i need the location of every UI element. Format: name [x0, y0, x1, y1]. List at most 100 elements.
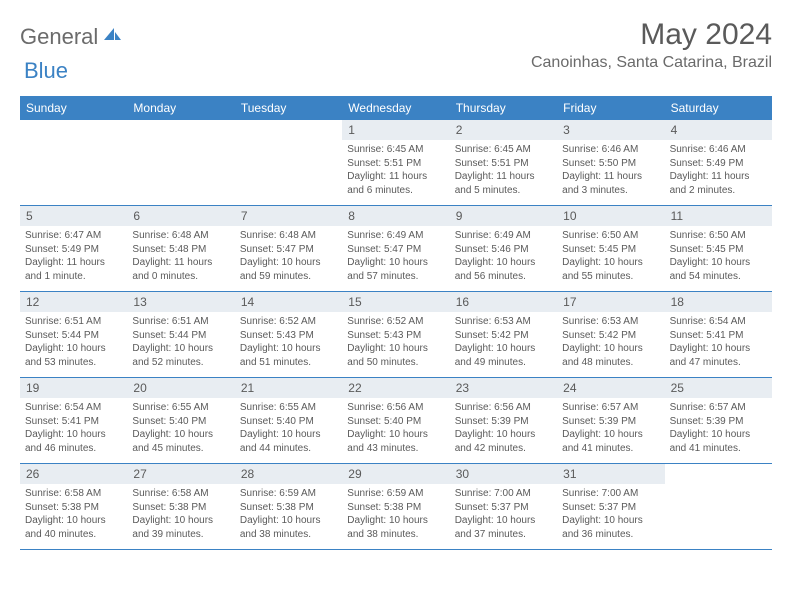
day-number: 17: [557, 292, 664, 312]
day-number: [127, 120, 234, 140]
day-number: 1: [342, 120, 449, 140]
calendar-grid: SundayMondayTuesdayWednesdayThursdayFrid…: [20, 96, 772, 550]
day-details: Sunrise: 6:54 AMSunset: 5:41 PMDaylight:…: [20, 398, 127, 460]
week-row: 26Sunrise: 6:58 AMSunset: 5:38 PMDayligh…: [20, 464, 772, 550]
weeks-container: 1Sunrise: 6:45 AMSunset: 5:51 PMDaylight…: [20, 120, 772, 550]
day-number: [665, 464, 772, 484]
day-details: Sunrise: 6:52 AMSunset: 5:43 PMDaylight:…: [235, 312, 342, 374]
day-details: Sunrise: 7:00 AMSunset: 5:37 PMDaylight:…: [557, 484, 664, 546]
day-cell: 23Sunrise: 6:56 AMSunset: 5:39 PMDayligh…: [450, 378, 557, 463]
day-cell: 4Sunrise: 6:46 AMSunset: 5:49 PMDaylight…: [665, 120, 772, 205]
day-cell: 20Sunrise: 6:55 AMSunset: 5:40 PMDayligh…: [127, 378, 234, 463]
day-details: Sunrise: 6:56 AMSunset: 5:40 PMDaylight:…: [342, 398, 449, 460]
week-row: 1Sunrise: 6:45 AMSunset: 5:51 PMDaylight…: [20, 120, 772, 206]
day-number: 26: [20, 464, 127, 484]
day-number: 19: [20, 378, 127, 398]
week-row: 5Sunrise: 6:47 AMSunset: 5:49 PMDaylight…: [20, 206, 772, 292]
day-number: 18: [665, 292, 772, 312]
day-number: 3: [557, 120, 664, 140]
day-number: 2: [450, 120, 557, 140]
day-number: [235, 120, 342, 140]
day-number: 15: [342, 292, 449, 312]
day-number: 4: [665, 120, 772, 140]
day-cell: [20, 120, 127, 205]
day-cell: 29Sunrise: 6:59 AMSunset: 5:38 PMDayligh…: [342, 464, 449, 549]
day-details: Sunrise: 6:45 AMSunset: 5:51 PMDaylight:…: [450, 140, 557, 202]
day-cell: 13Sunrise: 6:51 AMSunset: 5:44 PMDayligh…: [127, 292, 234, 377]
day-details: Sunrise: 6:55 AMSunset: 5:40 PMDaylight:…: [127, 398, 234, 460]
day-number: 27: [127, 464, 234, 484]
day-cell: 31Sunrise: 7:00 AMSunset: 5:37 PMDayligh…: [557, 464, 664, 549]
day-details: Sunrise: 6:57 AMSunset: 5:39 PMDaylight:…: [557, 398, 664, 460]
logo-text-gray: General: [20, 24, 98, 50]
day-details: Sunrise: 6:46 AMSunset: 5:49 PMDaylight:…: [665, 140, 772, 202]
day-details: Sunrise: 6:59 AMSunset: 5:38 PMDaylight:…: [342, 484, 449, 546]
day-details: Sunrise: 6:46 AMSunset: 5:50 PMDaylight:…: [557, 140, 664, 202]
day-number: 22: [342, 378, 449, 398]
day-cell: 6Sunrise: 6:48 AMSunset: 5:48 PMDaylight…: [127, 206, 234, 291]
day-cell: 26Sunrise: 6:58 AMSunset: 5:38 PMDayligh…: [20, 464, 127, 549]
title-block: May 2024 Canoinhas, Santa Catarina, Braz…: [531, 18, 772, 72]
day-details: Sunrise: 6:47 AMSunset: 5:49 PMDaylight:…: [20, 226, 127, 288]
day-details: Sunrise: 6:54 AMSunset: 5:41 PMDaylight:…: [665, 312, 772, 374]
day-details: Sunrise: 6:48 AMSunset: 5:48 PMDaylight:…: [127, 226, 234, 288]
day-cell: 28Sunrise: 6:59 AMSunset: 5:38 PMDayligh…: [235, 464, 342, 549]
day-headers-row: SundayMondayTuesdayWednesdayThursdayFrid…: [20, 96, 772, 120]
day-cell: 7Sunrise: 6:48 AMSunset: 5:47 PMDaylight…: [235, 206, 342, 291]
day-number: 31: [557, 464, 664, 484]
day-cell: 12Sunrise: 6:51 AMSunset: 5:44 PMDayligh…: [20, 292, 127, 377]
day-number: 9: [450, 206, 557, 226]
week-row: 19Sunrise: 6:54 AMSunset: 5:41 PMDayligh…: [20, 378, 772, 464]
day-details: Sunrise: 6:53 AMSunset: 5:42 PMDaylight:…: [557, 312, 664, 374]
day-details: Sunrise: 6:45 AMSunset: 5:51 PMDaylight:…: [342, 140, 449, 202]
day-header-saturday: Saturday: [665, 96, 772, 120]
day-number: 8: [342, 206, 449, 226]
day-header-monday: Monday: [127, 96, 234, 120]
day-number: 5: [20, 206, 127, 226]
day-cell: 9Sunrise: 6:49 AMSunset: 5:46 PMDaylight…: [450, 206, 557, 291]
day-cell: 27Sunrise: 6:58 AMSunset: 5:38 PMDayligh…: [127, 464, 234, 549]
day-number: 7: [235, 206, 342, 226]
week-row: 12Sunrise: 6:51 AMSunset: 5:44 PMDayligh…: [20, 292, 772, 378]
day-number: 14: [235, 292, 342, 312]
day-details: Sunrise: 6:55 AMSunset: 5:40 PMDaylight:…: [235, 398, 342, 460]
day-cell: 1Sunrise: 6:45 AMSunset: 5:51 PMDaylight…: [342, 120, 449, 205]
day-header-wednesday: Wednesday: [342, 96, 449, 120]
logo: General: [20, 24, 124, 50]
day-number: 25: [665, 378, 772, 398]
day-number: 24: [557, 378, 664, 398]
day-details: Sunrise: 6:49 AMSunset: 5:47 PMDaylight:…: [342, 226, 449, 288]
day-details: Sunrise: 6:50 AMSunset: 5:45 PMDaylight:…: [665, 226, 772, 288]
day-cell: [235, 120, 342, 205]
day-cell: 30Sunrise: 7:00 AMSunset: 5:37 PMDayligh…: [450, 464, 557, 549]
day-details: Sunrise: 7:00 AMSunset: 5:37 PMDaylight:…: [450, 484, 557, 546]
day-number: 10: [557, 206, 664, 226]
day-cell: 15Sunrise: 6:52 AMSunset: 5:43 PMDayligh…: [342, 292, 449, 377]
day-cell: 21Sunrise: 6:55 AMSunset: 5:40 PMDayligh…: [235, 378, 342, 463]
day-details: Sunrise: 6:58 AMSunset: 5:38 PMDaylight:…: [20, 484, 127, 546]
day-details: Sunrise: 6:53 AMSunset: 5:42 PMDaylight:…: [450, 312, 557, 374]
day-cell: 25Sunrise: 6:57 AMSunset: 5:39 PMDayligh…: [665, 378, 772, 463]
month-title: May 2024: [531, 18, 772, 52]
day-number: 21: [235, 378, 342, 398]
day-cell: 16Sunrise: 6:53 AMSunset: 5:42 PMDayligh…: [450, 292, 557, 377]
day-header-friday: Friday: [557, 96, 664, 120]
location-text: Canoinhas, Santa Catarina, Brazil: [531, 54, 772, 72]
day-details: Sunrise: 6:51 AMSunset: 5:44 PMDaylight:…: [20, 312, 127, 374]
calendar-page: General May 2024 Canoinhas, Santa Catari…: [0, 0, 792, 560]
day-number: 28: [235, 464, 342, 484]
day-cell: 5Sunrise: 6:47 AMSunset: 5:49 PMDaylight…: [20, 206, 127, 291]
logo-text-blue: Blue: [24, 58, 68, 84]
day-header-tuesday: Tuesday: [235, 96, 342, 120]
day-number: 20: [127, 378, 234, 398]
day-cell: 11Sunrise: 6:50 AMSunset: 5:45 PMDayligh…: [665, 206, 772, 291]
day-details: Sunrise: 6:48 AMSunset: 5:47 PMDaylight:…: [235, 226, 342, 288]
day-cell: 24Sunrise: 6:57 AMSunset: 5:39 PMDayligh…: [557, 378, 664, 463]
day-cell: 10Sunrise: 6:50 AMSunset: 5:45 PMDayligh…: [557, 206, 664, 291]
day-details: Sunrise: 6:50 AMSunset: 5:45 PMDaylight:…: [557, 226, 664, 288]
day-number: 23: [450, 378, 557, 398]
day-details: Sunrise: 6:51 AMSunset: 5:44 PMDaylight:…: [127, 312, 234, 374]
day-cell: 14Sunrise: 6:52 AMSunset: 5:43 PMDayligh…: [235, 292, 342, 377]
day-header-sunday: Sunday: [20, 96, 127, 120]
day-cell: 8Sunrise: 6:49 AMSunset: 5:47 PMDaylight…: [342, 206, 449, 291]
